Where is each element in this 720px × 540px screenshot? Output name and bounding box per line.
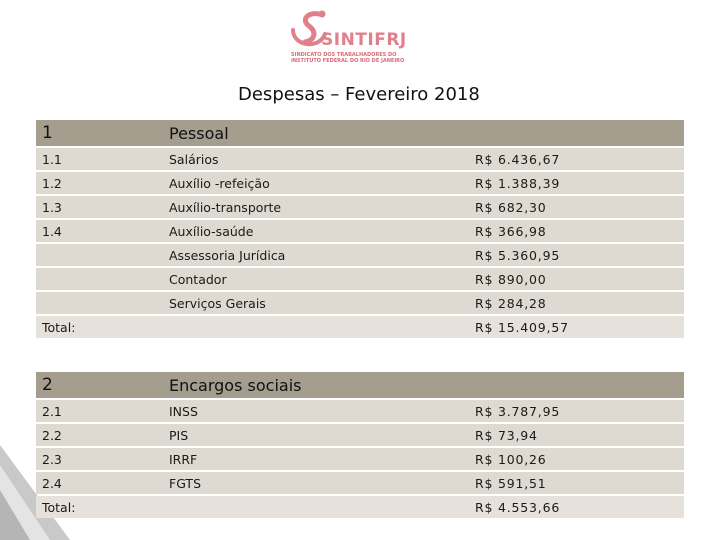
row-label: Assessoria Jurídica — [163, 244, 469, 266]
table-row: 2.4 FGTS R$ 591,51 — [36, 472, 684, 494]
table-row: Contador R$ 890,00 — [36, 268, 684, 290]
expenses-table-pessoal: 1 Pessoal 1.1 Salários R$ 6.436,67 1.2 A… — [36, 118, 684, 340]
row-code: 1.1 — [36, 148, 163, 170]
total-value: R$ 15.409,57 — [469, 316, 684, 338]
row-value: R$ 73,94 — [469, 424, 684, 446]
table-row: 1.1 Salários R$ 6.436,67 — [36, 148, 684, 170]
row-code: 2.4 — [36, 472, 163, 494]
row-value: R$ 591,51 — [469, 472, 684, 494]
table-row: 2.1 INSS R$ 3.787,95 — [36, 400, 684, 422]
section-value-header — [469, 120, 684, 146]
row-label: FGTS — [163, 472, 469, 494]
sintifrj-logo: SINTIFRJ SINDICATO DOS TRABALHADORES DO … — [287, 10, 427, 76]
table-row: 1.4 Auxílio-saúde R$ 366,98 — [36, 220, 684, 242]
row-code: 1.4 — [36, 220, 163, 242]
row-value: R$ 284,28 — [469, 292, 684, 314]
total-label: Total: — [36, 316, 163, 338]
table-row: 1.3 Auxílio-transporte R$ 682,30 — [36, 196, 684, 218]
total-row: Total: R$ 4.553,66 — [36, 496, 684, 518]
section-title: Pessoal — [163, 120, 469, 146]
row-value: R$ 682,30 — [469, 196, 684, 218]
row-code — [36, 244, 163, 266]
row-value: R$ 3.787,95 — [469, 400, 684, 422]
logo-name: SINTIFRJ — [321, 30, 407, 50]
row-value: R$ 6.436,67 — [469, 148, 684, 170]
row-value: R$ 366,98 — [469, 220, 684, 242]
section-title: Encargos sociais — [163, 372, 469, 398]
row-code: 2.2 — [36, 424, 163, 446]
row-value: R$ 1.388,39 — [469, 172, 684, 194]
logo-emblem-icon — [291, 10, 327, 46]
expenses-table-encargos: 2 Encargos sociais 2.1 INSS R$ 3.787,95 … — [36, 370, 684, 520]
row-label: Auxílio -refeição — [163, 172, 469, 194]
row-code: 2.1 — [36, 400, 163, 422]
row-label: Serviços Gerais — [163, 292, 469, 314]
section-header-row: 2 Encargos sociais — [36, 372, 684, 398]
page-title: Despesas – Fevereiro 2018 — [238, 84, 480, 105]
row-label: PIS — [163, 424, 469, 446]
section-number: 2 — [36, 372, 163, 398]
row-code — [36, 292, 163, 314]
total-spacer — [163, 316, 469, 338]
table-row: Assessoria Jurídica R$ 5.360,95 — [36, 244, 684, 266]
total-row: Total: R$ 15.409,57 — [36, 316, 684, 338]
total-label: Total: — [36, 496, 163, 518]
row-value: R$ 5.360,95 — [469, 244, 684, 266]
section-header-row: 1 Pessoal — [36, 120, 684, 146]
row-label: INSS — [163, 400, 469, 422]
row-value: R$ 100,26 — [469, 448, 684, 470]
row-label: Auxílio-transporte — [163, 196, 469, 218]
table-row: 1.2 Auxílio -refeição R$ 1.388,39 — [36, 172, 684, 194]
section-value-header — [469, 372, 684, 398]
section-number: 1 — [36, 120, 163, 146]
row-value: R$ 890,00 — [469, 268, 684, 290]
row-label: Contador — [163, 268, 469, 290]
table-row: 2.2 PIS R$ 73,94 — [36, 424, 684, 446]
total-value: R$ 4.553,66 — [469, 496, 684, 518]
total-spacer — [163, 496, 469, 518]
row-label: IRRF — [163, 448, 469, 470]
table-row: Serviços Gerais R$ 284,28 — [36, 292, 684, 314]
table-row: 2.3 IRRF R$ 100,26 — [36, 448, 684, 470]
row-label: Auxílio-saúde — [163, 220, 469, 242]
row-label: Salários — [163, 148, 469, 170]
logo-subtitle: SINDICATO DOS TRABALHADORES DO INSTITUTO… — [291, 52, 405, 64]
row-code: 1.2 — [36, 172, 163, 194]
row-code: 1.3 — [36, 196, 163, 218]
row-code: 2.3 — [36, 448, 163, 470]
row-code — [36, 268, 163, 290]
